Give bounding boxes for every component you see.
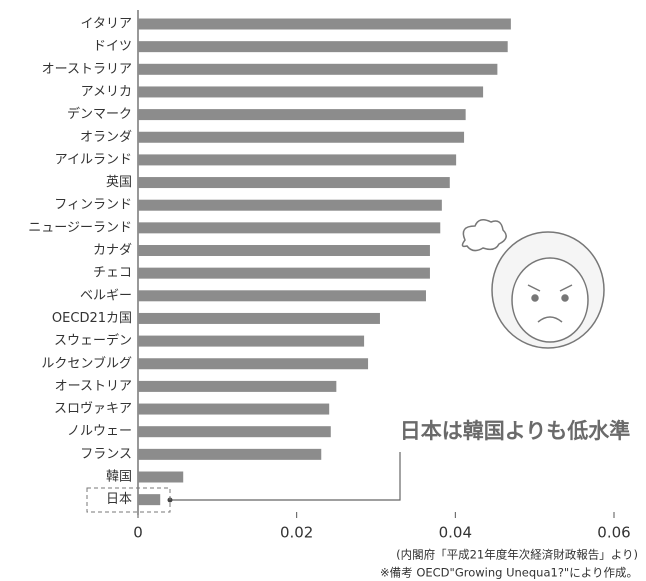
category-label: オーストリア: [55, 379, 132, 394]
category-label: OECD21カ国: [52, 311, 132, 326]
bar: [138, 131, 465, 143]
category-label: 英国: [106, 175, 132, 190]
bar: [138, 335, 365, 347]
highlight-box: [86, 487, 171, 513]
category-label: ルクセンブルグ: [41, 355, 132, 371]
bar: [138, 63, 498, 75]
category-label: フィンランド: [54, 198, 132, 213]
category-label: スロヴァキア: [54, 401, 132, 417]
bar: [138, 86, 484, 98]
illustration: [461, 219, 605, 349]
note: (内閣府「平成21年度年次経済財政報告」より): [396, 548, 638, 562]
bar: [138, 290, 426, 302]
bar: [138, 109, 466, 121]
category-label: アイルランド: [55, 152, 132, 167]
category-label: アメリカ: [81, 84, 132, 99]
category-label: ノルウェー: [67, 424, 132, 439]
category-label: ドイツ: [93, 39, 132, 54]
annotation-leader: [170, 452, 401, 501]
x-tick-label: 0.04: [439, 524, 472, 542]
x-tick-label: 0: [133, 524, 143, 542]
category-label: オーストラリア: [42, 62, 132, 77]
category-label: ベルギー: [80, 288, 132, 303]
bar: [138, 18, 511, 30]
bar: [138, 380, 337, 392]
bar: [138, 471, 184, 483]
bar: [138, 199, 442, 211]
category-label: オランダ: [80, 130, 132, 145]
category-label: イタリア: [81, 17, 132, 32]
bar: [138, 358, 369, 370]
category-label: スウェーデン: [54, 333, 132, 349]
category-label: カナダ: [93, 243, 132, 258]
bar: [138, 312, 380, 324]
x-tick-label: 0.02: [280, 524, 313, 542]
bar: [138, 245, 430, 256]
bar: [138, 177, 450, 189]
bar: [138, 448, 322, 460]
bar: [138, 154, 457, 166]
x-tick-label: 0.06: [597, 524, 630, 542]
bar: [138, 403, 330, 415]
bar: [138, 41, 508, 53]
bar: [138, 494, 161, 506]
category-label: フランス: [80, 447, 132, 462]
annotation: 日本は韓国よりも低水準: [400, 419, 631, 443]
bar: [138, 222, 441, 234]
category-label: 日本: [106, 492, 132, 507]
bar: [138, 267, 430, 279]
note: ※備考 OECD"Growing Unequa1?"により作成。: [380, 566, 638, 580]
category-label: デンマーク: [67, 106, 132, 122]
category-label: ニュージーランド: [28, 220, 132, 235]
category-label: 韓国: [106, 470, 132, 485]
bar: [138, 426, 331, 438]
category-label: チェコ: [93, 266, 132, 281]
